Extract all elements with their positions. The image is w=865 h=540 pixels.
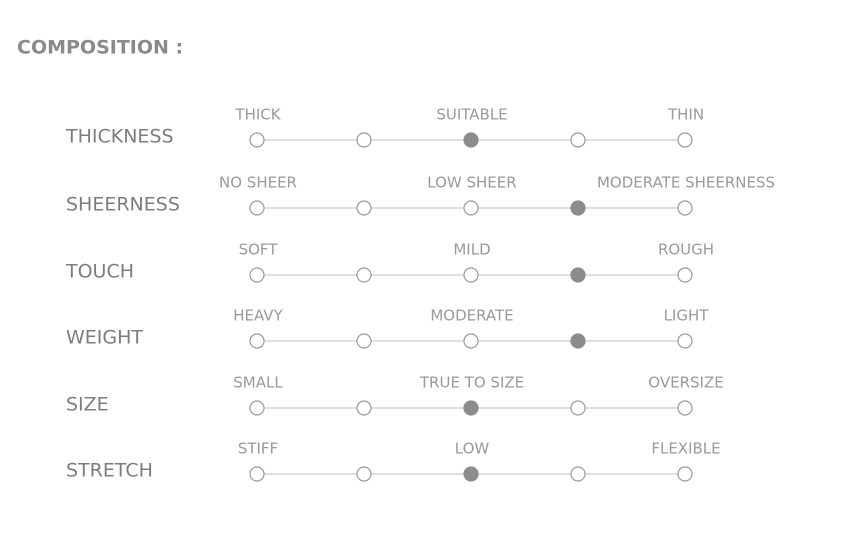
row-label: TOUCH [65,261,134,283]
dot [356,400,372,416]
scale-label: OVERSIZE [648,374,723,392]
row-label: WEIGHT [66,327,143,349]
row-label: THICKNESS [65,126,174,148]
dot [677,132,693,148]
scale-label: MODERATE [430,307,513,325]
dot [677,466,693,482]
scale-label: THIN [667,106,704,124]
selected-dot [570,333,586,349]
dot [677,400,693,416]
scale-label: MODERATE SHEERNESS [597,174,775,192]
dot [677,200,693,216]
scale-label: LOW SHEER [427,174,516,192]
dot [249,466,265,482]
dot [570,132,586,148]
dot [677,333,693,349]
scale-label: TRUE TO SIZE [419,374,524,392]
scale-label: MILD [453,241,490,259]
dot [249,267,265,283]
dot [249,333,265,349]
selected-dot [570,200,586,216]
scale-label: NO SHEER [219,174,297,192]
scale-label: LIGHT [664,307,710,325]
selected-dot [463,466,479,482]
scale-label: STIFF [238,440,278,458]
selected-dot [463,400,479,416]
dot [249,400,265,416]
dot [356,200,372,216]
selected-dot [463,132,479,148]
title: COMPOSITION : [17,37,183,59]
dot [356,333,372,349]
dot [356,267,372,283]
dot [249,132,265,148]
dot [463,333,479,349]
row-label: SIZE [66,394,109,416]
row-label: STRETCH [66,460,153,482]
scale-label: SMALL [233,374,283,392]
scale-label: SOFT [239,241,279,259]
dot [677,267,693,283]
scale-label: LOW [455,440,490,458]
row-label: SHEERNESS [66,194,180,216]
dot [463,267,479,283]
scale-label: FLEXIBLE [651,440,720,458]
scale-label: THICK [234,106,281,124]
scale-label: HEAVY [233,307,283,325]
dot [570,466,586,482]
selected-dot [570,267,586,283]
dot [463,200,479,216]
dot [249,200,265,216]
scale-label: ROUGH [658,241,714,259]
dot [356,466,372,482]
dot [570,400,586,416]
scale-label: SUITABLE [436,106,507,124]
dot [356,132,372,148]
